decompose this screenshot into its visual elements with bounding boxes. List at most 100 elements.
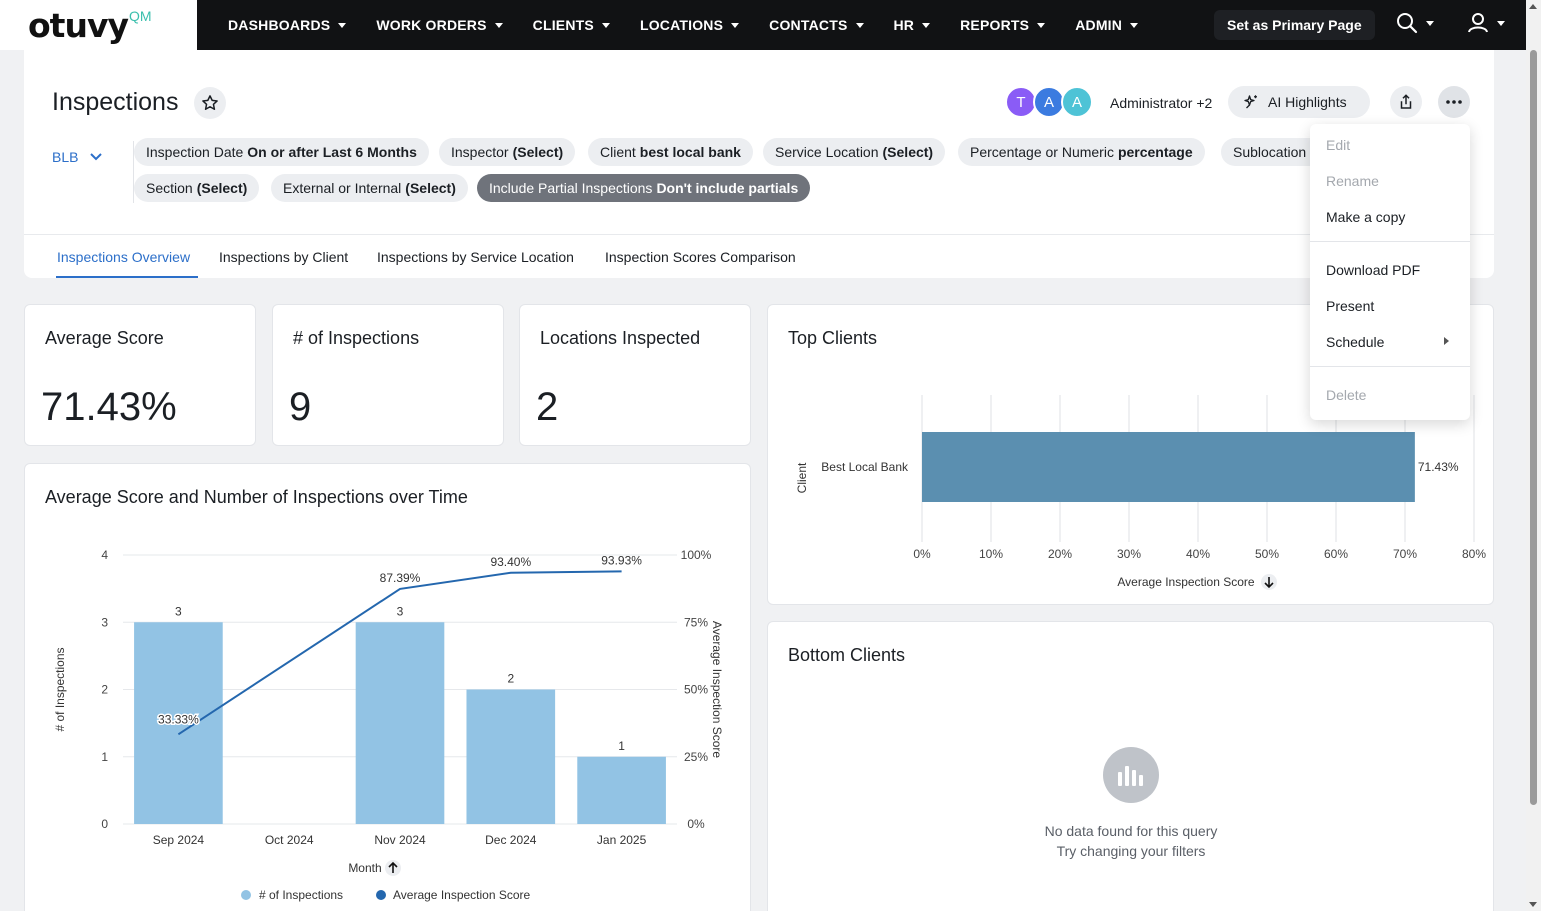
filter-name: Client xyxy=(600,144,636,160)
bar xyxy=(134,622,223,824)
filter-value: best local bank xyxy=(639,144,741,160)
filter-chip-inspection-date[interactable]: Inspection Date On or after Last 6 Months xyxy=(134,138,429,166)
nav-admin[interactable]: ADMIN xyxy=(1075,17,1139,33)
menu-item-schedule[interactable]: Schedule xyxy=(1326,334,1385,350)
y-tick-label: 1 xyxy=(101,750,108,764)
nav-contacts[interactable]: CONTACTS xyxy=(769,17,864,33)
x-tick-label: Dec 2024 xyxy=(485,833,537,847)
user-icon xyxy=(1468,13,1488,33)
x-tick-label: 60% xyxy=(1324,547,1348,561)
y-tick-label: Best Local Bank xyxy=(821,460,909,474)
chevron-down-icon xyxy=(1497,20,1505,26)
filter-chip-section[interactable]: Section (Select) xyxy=(134,174,260,202)
user-menu-button[interactable] xyxy=(1467,12,1505,34)
nav-hr[interactable]: HR xyxy=(894,17,931,33)
tab-inspections-by-service-location[interactable]: Inspections by Service Location xyxy=(377,249,574,265)
share-icon xyxy=(1400,94,1412,109)
tab-inspection-scores-comparison[interactable]: Inspection Scores Comparison xyxy=(605,249,796,265)
owner-label[interactable]: Administrator +2 xyxy=(1110,95,1213,111)
tab-inspections-by-client[interactable]: Inspections by Client xyxy=(219,249,349,265)
filter-name: Inspector xyxy=(451,144,509,160)
empty-chart-icon xyxy=(1103,747,1159,803)
filter-value: (Select) xyxy=(196,180,248,196)
chart-card-score-over-time: Average Score and Number of Inspections … xyxy=(24,463,751,911)
filter-chip-service-location[interactable]: Service Location (Select) xyxy=(763,138,946,166)
ai-highlights-button[interactable]: AI Highlights xyxy=(1228,86,1370,118)
scroll-up-arrow-icon[interactable] xyxy=(1529,4,1537,9)
combo-chart: 0 1 2 3 4 0% 25% 50% 75% 100% 3 Sep 2024 Oct 2024 3 No… xyxy=(53,548,724,902)
y2-tick-label: 25% xyxy=(684,750,708,764)
scroll-down-arrow-icon[interactable] xyxy=(1529,902,1537,907)
x-axis-label: Month xyxy=(348,861,381,875)
line-label: 93.93% xyxy=(601,553,642,567)
x-tick-label: 50% xyxy=(1255,547,1279,561)
divider xyxy=(133,141,134,203)
tab-inspections-overview[interactable]: Inspections Overview xyxy=(57,249,191,265)
favorite-button[interactable] xyxy=(194,87,226,119)
kpi-value: 9 xyxy=(289,385,312,429)
menu-item-rename[interactable]: Rename xyxy=(1326,173,1379,189)
kpi-value: 71.43% xyxy=(41,385,177,429)
logo-text: otuvy xyxy=(28,5,129,45)
search-menu-button[interactable] xyxy=(1396,12,1434,34)
chevron-down-icon xyxy=(1130,22,1139,28)
bar-label: 1 xyxy=(618,739,625,753)
set-primary-page-button[interactable]: Set as Primary Page xyxy=(1214,10,1375,40)
chevron-down-icon xyxy=(494,22,503,28)
line-label: 87.39% xyxy=(380,571,421,585)
series-line xyxy=(177,570,622,736)
x-tick-label: Nov 2024 xyxy=(374,833,426,847)
bar-label: 3 xyxy=(397,604,404,618)
kpi-title: Average Score xyxy=(45,328,164,348)
filter-chip-inspector[interactable]: Inspector (Select) xyxy=(439,138,576,166)
menu-item-delete[interactable]: Delete xyxy=(1326,387,1367,403)
filter-name: Sublocation xyxy=(1233,144,1307,160)
shared-users[interactable]: T A A xyxy=(1005,86,1093,118)
filter-name: Percentage or Numeric xyxy=(970,144,1114,160)
group-selector[interactable]: BLB xyxy=(52,149,103,165)
y-tick-label: 3 xyxy=(101,615,108,629)
bar xyxy=(577,756,666,824)
scroll-thumb[interactable] xyxy=(1530,50,1537,805)
share-button[interactable] xyxy=(1390,86,1422,118)
more-options-button[interactable] xyxy=(1438,86,1470,118)
kpi-card-average-score: Average Score 71.43% xyxy=(24,304,256,446)
star-icon xyxy=(202,95,218,110)
top-clients-chart: 0% 10% 20% 30% 40% 50% 60% 70% 80% 71.43% Best Loc… xyxy=(795,395,1486,590)
logo[interactable]: otuvy QM xyxy=(0,0,197,50)
chevron-down-icon xyxy=(1037,22,1046,28)
x-tick-label: 10% xyxy=(979,547,1003,561)
filter-chip-percentage-numeric[interactable]: Percentage or Numeric percentage xyxy=(958,138,1205,166)
menu-item-download-pdf[interactable]: Download PDF xyxy=(1326,262,1421,278)
menu-item-edit[interactable]: Edit xyxy=(1326,137,1351,153)
ai-highlights-label: AI Highlights xyxy=(1268,94,1347,110)
chevron-down-icon xyxy=(731,22,740,28)
x-tick-label: 80% xyxy=(1462,547,1486,561)
nav-dashboards[interactable]: DASHBOARDS xyxy=(228,17,347,33)
search-icon xyxy=(1397,13,1418,34)
filter-chip-external-internal[interactable]: External or Internal (Select) xyxy=(271,174,468,202)
filter-value: (Select) xyxy=(882,144,934,160)
filter-chip-partial-inspections[interactable]: Include Partial Inspections Don't include… xyxy=(477,174,811,202)
filter-name: Service Location xyxy=(775,144,879,160)
menu-divider xyxy=(1310,241,1470,242)
top-navigation-bar: otuvy QM DASHBOARDS WORK ORDERS CLIENTS … xyxy=(0,0,1526,50)
menu-item-present[interactable]: Present xyxy=(1326,298,1375,314)
nav-clients[interactable]: CLIENTS xyxy=(533,17,610,33)
line-label: 33.33% xyxy=(158,712,199,726)
nav-work-orders[interactable]: WORK ORDERS xyxy=(376,17,503,33)
empty-message: No data found for this query xyxy=(1044,823,1218,839)
active-tab-indicator xyxy=(56,276,198,278)
y2-tick-label: 0% xyxy=(687,817,705,831)
ellipsis-icon xyxy=(1446,100,1462,104)
nav-locations[interactable]: LOCATIONS xyxy=(640,17,740,33)
menu-item-make-copy[interactable]: Make a copy xyxy=(1326,209,1406,225)
x-axis-label: Average Inspection Score xyxy=(1117,575,1255,589)
chevron-down-icon xyxy=(922,22,931,28)
kpi-card-locations-inspected: Locations Inspected 2 xyxy=(519,304,751,446)
nav-reports[interactable]: REPORTS xyxy=(960,17,1046,33)
page-scrollbar[interactable] xyxy=(1526,0,1541,911)
filter-chip-client[interactable]: Client best local bank xyxy=(588,138,753,166)
y2-tick-label: 75% xyxy=(684,615,708,629)
chart-title: Bottom Clients xyxy=(788,645,906,665)
